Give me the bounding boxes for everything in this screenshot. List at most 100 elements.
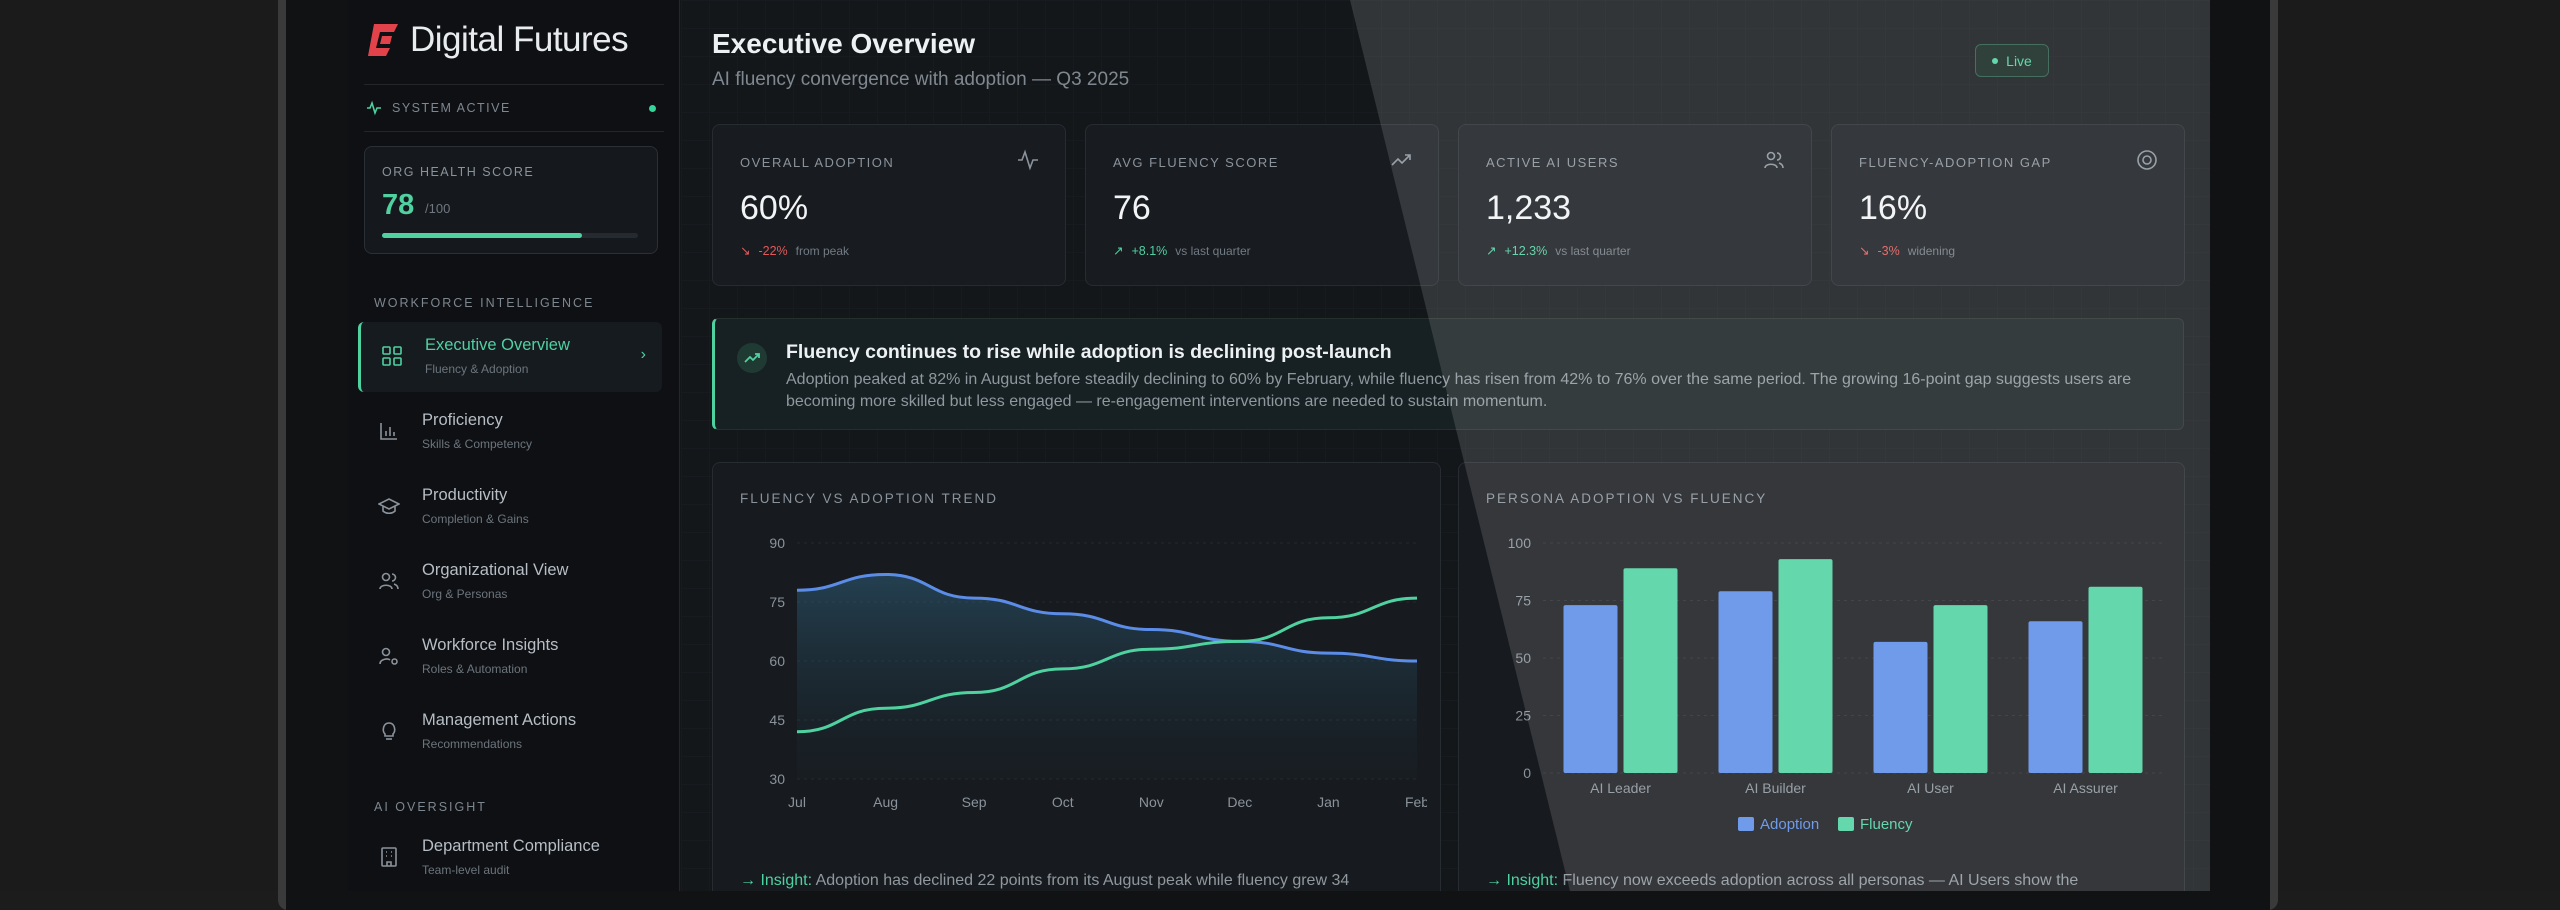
x-tick-label: Aug	[873, 794, 898, 810]
insight-label: → Insight:	[1486, 872, 1559, 889]
health-value: 78	[382, 189, 415, 221]
insight-label: → Insight:	[740, 872, 813, 889]
sidebar-item-label: Executive Overview	[425, 336, 570, 354]
live-badge[interactable]: Live	[1975, 44, 2049, 77]
y-tick-label: 60	[769, 653, 785, 669]
kpi-value: 76	[1113, 189, 1151, 227]
insight-title: Fluency continues to rise while adoption…	[786, 341, 1392, 363]
kpi-delta: ↘ -22% from peak	[740, 243, 850, 259]
sidebar-item-executive-overview[interactable]: Executive Overview Fluency & Adoption ›	[358, 322, 662, 392]
adoption-series-line	[796, 572, 1418, 663]
lightbulb-icon	[382, 722, 396, 740]
kpi-card-active-ai-users[interactable]: ACTIVE AI USERS 1,233 ↗ +12.3% vs last q…	[1458, 124, 1812, 286]
kpi-delta-note: vs last quarter	[1175, 243, 1251, 258]
kpi-card-fluency-adoption-gap[interactable]: FLUENCY-ADOPTION GAP 16% ↘ -3% widening	[1831, 124, 2185, 286]
insight-text: Fluency now exceeds adoption across all …	[1562, 872, 2079, 889]
section-workforce-intelligence: WORKFORCE INTELLIGENCE	[374, 296, 595, 310]
y-tick-label: 75	[769, 594, 785, 610]
kpi-delta-value: +8.1%	[1131, 243, 1168, 258]
sidebar-item-organizational-view[interactable]: Organizational View Org & Personas	[358, 547, 662, 617]
kpi-delta-value: +12.3%	[1504, 243, 1548, 258]
sidebar-item-label: Management Actions	[422, 711, 577, 729]
x-tick-label: Feb	[1405, 794, 1427, 810]
sidebar-item-management-actions[interactable]: Management Actions Recommendations	[358, 697, 662, 767]
sidebar-item-sublabel: Recommendations	[422, 737, 523, 751]
x-tick-label: Sep	[962, 794, 987, 810]
brand[interactable]: Digital Futures	[364, 18, 629, 62]
target-icon	[2137, 150, 2157, 170]
kpi-delta-note: widening	[1907, 243, 1956, 258]
trend-insight: → Insight: Adoption has declined 22 poin…	[740, 872, 1349, 890]
adoption-bar	[1718, 591, 1773, 773]
kpi-delta: ↘ -3% widening	[1859, 243, 1956, 259]
x-tick-label: Dec	[1227, 794, 1252, 810]
brand-logo-icon	[368, 24, 398, 56]
page-title: Executive Overview	[712, 28, 976, 59]
fluency-bar	[2088, 586, 2143, 773]
sidebar-item-sublabel: Completion & Gains	[422, 512, 529, 526]
kpi-card-avg-fluency[interactable]: AVG FLUENCY SCORE 76 ↗ +8.1% vs last qua…	[1085, 124, 1439, 286]
section-ai-oversight: AI OVERSIGHT	[374, 800, 487, 814]
sidebar: Digital Futures SYSTEM ACTIVE ORG HEALTH…	[348, 0, 680, 891]
sidebar-item-sublabel: Org & Personas	[422, 587, 508, 601]
panel-title: PERSONA ADOPTION VS FLUENCY	[1486, 491, 1768, 506]
sidebar-item-label: Proficiency	[422, 411, 503, 429]
grid-icon	[382, 346, 402, 366]
brand-name: Digital Futures	[410, 20, 629, 59]
y-tick-label: 75	[1515, 593, 1531, 609]
bar-chart-icon	[380, 423, 397, 440]
insight-trend-icon	[737, 343, 767, 373]
kpi-label: OVERALL ADOPTION	[740, 155, 895, 170]
fluency-bar	[1623, 568, 1678, 773]
insight-body: Adoption peaked at 82% in August before …	[786, 371, 2132, 410]
x-tick-label: Oct	[1052, 794, 1074, 810]
legend-swatch	[1838, 817, 1854, 831]
page-subtitle: AI fluency convergence with adoption — Q…	[712, 69, 1130, 90]
category-label: AI Assurer	[2053, 780, 2118, 796]
sidebar-item-workforce-insights[interactable]: Workforce Insights Roles & Automation	[358, 622, 662, 692]
health-max: /100	[425, 201, 451, 216]
panel-title: FLUENCY VS ADOPTION TREND	[740, 491, 999, 506]
sidebar-item-label: Workforce Insights	[422, 636, 559, 654]
insight-text: Adoption has declined 22 points from its…	[815, 872, 1350, 889]
system-status-label: SYSTEM ACTIVE	[392, 101, 511, 115]
sidebar-item-sublabel: Team-level audit	[422, 863, 510, 877]
insight-banner: Fluency continues to rise while adoption…	[712, 318, 2184, 430]
persona-insight: → Insight: Fluency now exceeds adoption …	[1486, 872, 2078, 890]
trending-up-icon	[1391, 154, 1411, 166]
status-dot	[649, 104, 656, 112]
persona-chart-panel: PERSONA ADOPTION VS FLUENCY 0 25 50 75 100 AI…	[1458, 462, 2185, 891]
live-dot	[1992, 57, 1999, 64]
y-tick-label: 100	[1508, 535, 1532, 551]
category-label: AI User	[1907, 780, 1954, 796]
sidebar-item-proficiency[interactable]: Proficiency Skills & Competency	[358, 397, 662, 467]
fluency-series-line	[796, 596, 1418, 734]
y-tick-label: 0	[1523, 765, 1531, 781]
y-tick-label: 50	[1515, 650, 1531, 666]
sidebar-item-department-compliance[interactable]: Department Compliance Team-level audit	[358, 823, 662, 891]
trend-chart-panel: FLUENCY VS ADOPTION TREND 30 45 60 75 90 Jul A…	[712, 462, 1441, 891]
x-tick-label: Jan	[1317, 794, 1340, 810]
sidebar-item-sublabel: Roles & Automation	[422, 662, 528, 676]
legend-label: Fluency	[1860, 816, 1913, 833]
health-progress-bar	[382, 233, 638, 238]
arrow-up-right-icon: ↗	[1486, 244, 1497, 258]
kpi-value: 16%	[1859, 189, 1928, 227]
sidebar-item-label: Organizational View	[422, 561, 569, 579]
sidebar-item-label: Department Compliance	[422, 837, 600, 855]
dashboard-screen: Digital Futures SYSTEM ACTIVE ORG HEALTH…	[348, 0, 2210, 891]
sidebar-item-productivity[interactable]: Productivity Completion & Gains	[358, 472, 662, 542]
arrow-down-right-icon: ↘	[740, 244, 751, 258]
kpi-delta: ↗ +8.1% vs last quarter	[1113, 243, 1251, 259]
fluency-bar	[1933, 605, 1988, 773]
health-progress-fill	[382, 233, 582, 238]
chevron-right-icon: ›	[640, 346, 646, 363]
org-health-card: ORG HEALTH SCORE 78 /100	[364, 146, 658, 254]
x-tick-label: Nov	[1139, 794, 1164, 810]
main-content: Executive Overview AI fluency convergenc…	[681, 0, 2210, 891]
kpi-delta-note: from peak	[795, 243, 850, 258]
kpi-card-overall-adoption[interactable]: OVERALL ADOPTION 60% ↘ -22% from peak	[712, 124, 1066, 286]
sidebar-item-sublabel: Skills & Competency	[422, 437, 533, 451]
persona-bar-chart: 0 25 50 75 100 AI Leader AI Builder AI User AI A…	[1508, 535, 2163, 833]
category-label: AI Builder	[1745, 780, 1806, 796]
